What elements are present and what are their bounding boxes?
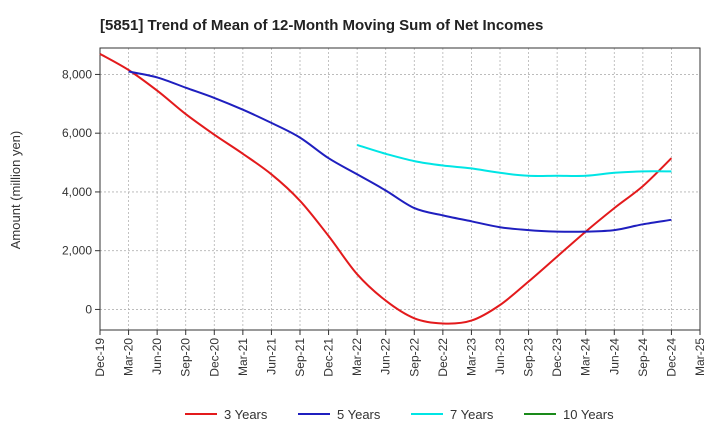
x-tick-label: Jun-22: [379, 338, 393, 375]
y-tick-label: 4,000: [62, 185, 92, 199]
x-tick-label: Dec-24: [664, 338, 678, 377]
chart-title: [5851] Trend of Mean of 12-Month Moving …: [100, 17, 543, 34]
series-line-7-years: [356, 143, 672, 178]
x-tick-label: Dec-21: [322, 338, 336, 377]
plot-background: [100, 48, 700, 330]
x-tick-label: Mar-22: [350, 338, 364, 376]
x-tick-label: Sep-20: [179, 338, 193, 377]
legend-label-3-years: 3 Years: [224, 407, 268, 422]
legend-label-5-years: 5 Years: [337, 407, 381, 422]
x-tick-label: Dec-20: [207, 338, 221, 377]
legend: 3 Years 5 Years 7 Years 10 Years: [185, 407, 614, 422]
grid: [99, 48, 701, 330]
x-tick-label: Mar-24: [579, 338, 593, 376]
axes: 0 2,000 4,000 6,000 8,000 Dec-19 Mar-20 Jun-20 S…: [62, 47, 707, 377]
plot-area: [100, 48, 700, 330]
series-line-3-years: [99, 53, 673, 325]
x-tick-label: Jun-20: [150, 338, 164, 375]
y-tick-label: 2,000: [62, 244, 92, 258]
x-tick-label: Dec-22: [436, 338, 450, 377]
legend-label-7-years: 7 Years: [450, 407, 494, 422]
x-tick-label: Sep-24: [636, 338, 650, 377]
plot-frame: [99, 47, 701, 331]
x-tick-label: Mar-21: [236, 338, 250, 376]
x-tick-label: Mar-25: [693, 338, 707, 376]
y-axis-label: Amount (million yen): [8, 131, 23, 250]
x-tick-label: Mar-23: [464, 338, 478, 376]
x-tick-label: Dec-23: [550, 338, 564, 377]
y-tick-label: 8,000: [62, 67, 92, 81]
x-tick-label: Jun-23: [493, 338, 507, 375]
y-tick-label: 6,000: [62, 126, 92, 140]
series-line-5-years: [128, 70, 672, 233]
legend-label-10-years: 10 Years: [563, 407, 614, 422]
x-tick-label: Mar-20: [122, 338, 136, 376]
x-tick-label: Jun-24: [607, 338, 621, 375]
x-tick-label: Jun-21: [264, 338, 278, 375]
x-tick-label: Dec-19: [93, 338, 107, 377]
series-lines: [99, 53, 673, 325]
x-tick-label: Sep-23: [522, 338, 536, 377]
x-tick-label: Sep-21: [293, 338, 307, 377]
x-tick-label: Sep-22: [407, 338, 421, 377]
y-tick-label: 0: [85, 302, 92, 316]
